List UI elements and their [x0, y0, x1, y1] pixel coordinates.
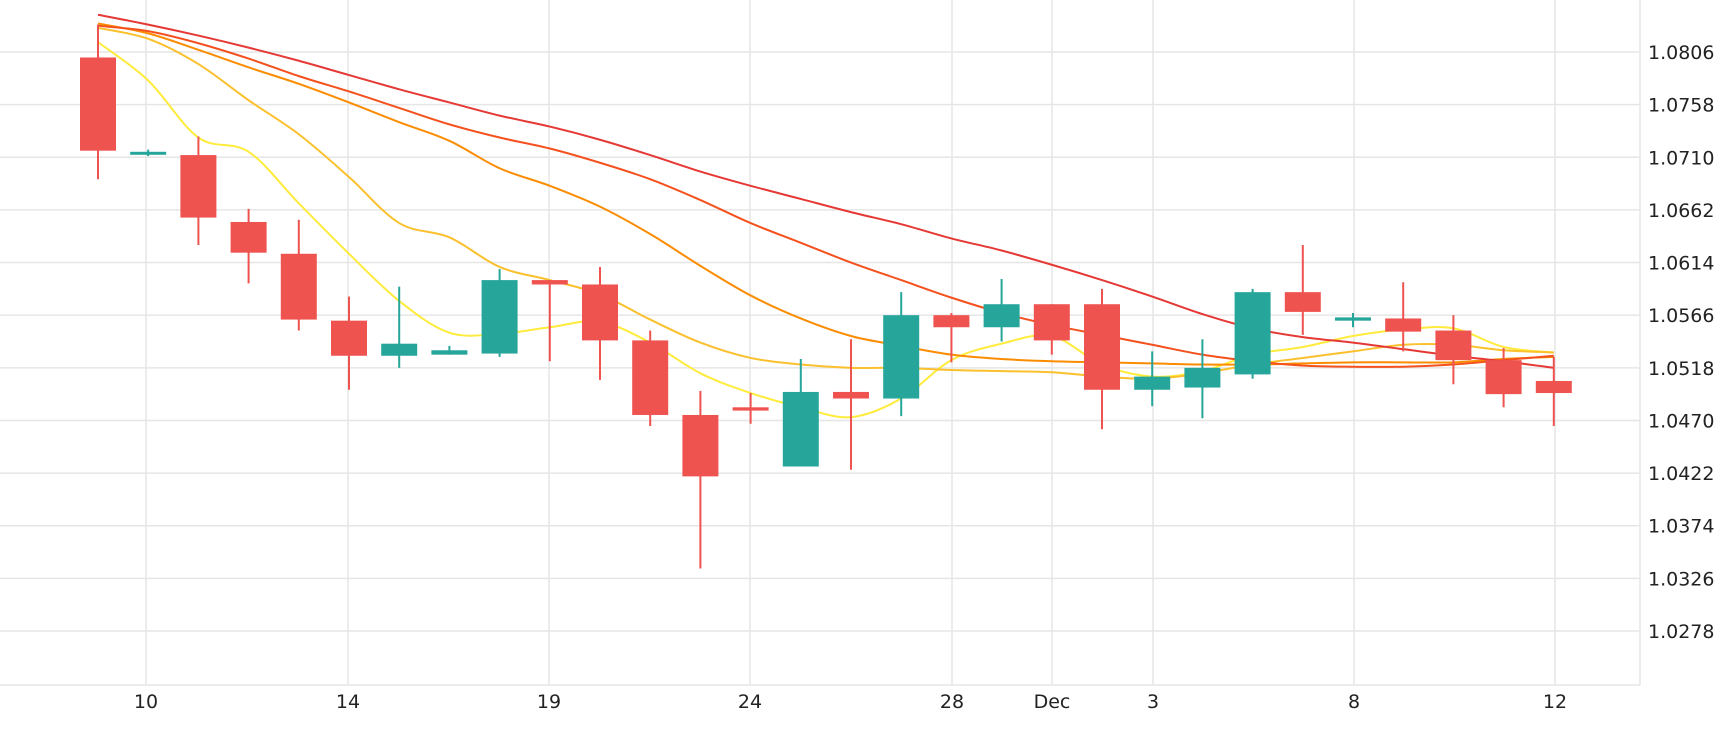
x-tick-label: 3 [1147, 691, 1159, 713]
candle [1284, 245, 1321, 335]
candle-body [782, 391, 819, 467]
candle-body [933, 315, 970, 328]
x-tick-label: 8 [1348, 691, 1360, 713]
candle [582, 266, 618, 380]
x-tick-label: Dec [1034, 691, 1071, 713]
candle-body [883, 315, 920, 399]
candle-body [582, 284, 618, 341]
candle-body [1284, 292, 1321, 312]
candle [431, 345, 468, 355]
candle [331, 296, 367, 390]
candle [381, 286, 418, 368]
candle-body [481, 280, 518, 354]
candle-body [1435, 330, 1472, 361]
candle-body [1184, 367, 1221, 388]
candle-body [1535, 380, 1572, 394]
moving-average-line-1 [97, 41, 1554, 419]
candle [732, 393, 769, 424]
candle-body [230, 221, 267, 253]
candle-body [431, 350, 468, 355]
candle [1184, 339, 1221, 419]
candle-body [833, 391, 869, 399]
candle [1084, 288, 1120, 430]
candle-body [1385, 318, 1422, 332]
x-tick-label: 28 [940, 691, 964, 713]
x-tick-label: 10 [134, 691, 158, 713]
candle [1385, 282, 1422, 352]
candle-body [682, 414, 719, 477]
candle [1485, 348, 1522, 408]
candle-body [80, 57, 116, 151]
candle [933, 312, 970, 363]
candle-body [983, 304, 1020, 328]
candle [833, 339, 869, 470]
candle-body [1033, 304, 1070, 341]
x-tick-label: 24 [738, 691, 762, 713]
y-tick-label: 1.0518 [1648, 358, 1714, 380]
candle-body [1084, 304, 1120, 390]
y-tick-label: 1.0566 [1648, 305, 1714, 327]
candle [1535, 356, 1572, 426]
candle [531, 280, 568, 362]
candle [983, 278, 1020, 342]
candle [632, 330, 669, 426]
moving-average-line-2 [97, 26, 1554, 380]
x-tick-label: 12 [1543, 691, 1567, 713]
y-tick-label: 1.0806 [1648, 42, 1714, 64]
candle-body [331, 320, 367, 356]
candle [883, 292, 920, 417]
candle [1234, 288, 1271, 379]
candle-body [1134, 376, 1171, 390]
candle-body [280, 253, 317, 320]
candles [80, 24, 1572, 569]
y-tick-label: 1.0470 [1648, 410, 1714, 432]
candle-body [180, 155, 217, 218]
candle [1435, 315, 1472, 385]
moving-average-line-4 [97, 24, 1554, 368]
candle [481, 269, 518, 357]
candle-body [632, 340, 669, 415]
x-tick-label: 19 [537, 691, 561, 713]
y-tick-label: 1.0614 [1648, 253, 1714, 275]
candle [782, 359, 819, 467]
candle [80, 24, 116, 180]
y-tick-label: 1.0422 [1648, 463, 1714, 485]
y-tick-label: 1.0758 [1648, 95, 1714, 117]
candle [1335, 312, 1371, 328]
candle-body [130, 151, 167, 155]
candle [130, 149, 167, 157]
y-tick-label: 1.0374 [1648, 516, 1714, 538]
candle-body [531, 280, 568, 285]
y-tick-label: 1.0326 [1648, 568, 1714, 590]
candle [682, 390, 719, 569]
candle [1033, 304, 1070, 355]
candle-body [1485, 360, 1522, 395]
candle [1134, 351, 1171, 407]
y-axis-labels: 1.0806 1.0758 1.0710 1.0662 1.0614 1.0566 1.05… [1648, 42, 1714, 643]
candle [230, 208, 267, 284]
candle [280, 219, 317, 331]
moving-average-line-3 [97, 22, 1554, 366]
candle-body [1234, 292, 1271, 375]
y-tick-label: 1.0278 [1648, 621, 1714, 643]
candle-body [732, 407, 769, 411]
moving-average-line-5 [97, 13, 1554, 369]
candle [180, 136, 217, 245]
candle-body [1335, 317, 1371, 321]
moving-average-lines [97, 13, 1554, 419]
horizontal-grid [0, 51, 1640, 686]
candle-body [381, 343, 418, 356]
y-tick-label: 1.0710 [1648, 147, 1714, 169]
x-axis-labels: 10 14 19 24 28 Dec 3 8 12 [134, 691, 1567, 713]
y-tick-label: 1.0662 [1648, 200, 1714, 222]
x-tick-label: 14 [336, 691, 360, 713]
